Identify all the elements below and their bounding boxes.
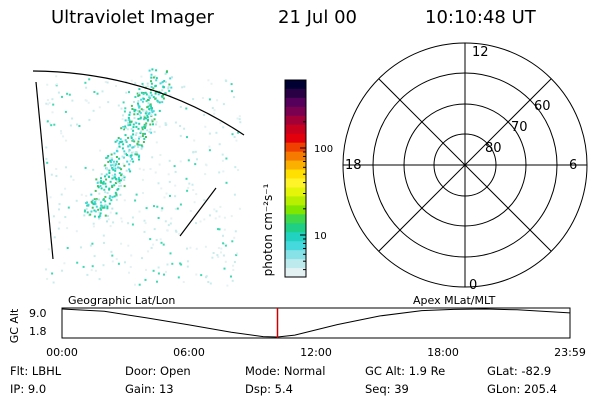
color-bar-segment	[285, 133, 306, 144]
mlt-label-6: 6	[569, 158, 577, 173]
lat-label-80: 80	[485, 141, 502, 156]
door-info: Door: Open	[125, 364, 191, 378]
color-bar: 100 10 photon cm⁻²s⁻¹	[261, 79, 333, 278]
date-label: 21 Jul 00	[278, 7, 357, 28]
time-label: 10:10:48 UT	[425, 7, 536, 28]
mode-info: Mode: Normal	[245, 364, 326, 378]
orbit-timeline: GC Alt 9.0 1.8 00:00 06:00 12:00 18:00 2…	[8, 307, 586, 359]
image-track-line	[179, 187, 217, 237]
seq-info: Seq: 39	[365, 382, 409, 396]
mlt-diagonal-2	[378, 78, 552, 252]
glat-info: GLat: -82.9	[487, 364, 552, 378]
glon-info: GLon: 205.4	[487, 382, 557, 396]
filter-info: Flt: LBHL	[10, 364, 62, 378]
timeline-frame	[61, 307, 571, 339]
ip-info: IP: 9.0	[10, 382, 47, 396]
color-bar-tick-label: 10	[314, 231, 327, 242]
altitude-curve	[61, 308, 570, 338]
color-bar-segment	[285, 80, 306, 90]
lat-label-60: 60	[534, 99, 551, 114]
color-bar-segment	[285, 88, 306, 99]
color-bar-segment	[285, 196, 306, 206]
xtick-2359: 23:59	[554, 346, 586, 359]
color-bar-segment	[285, 232, 306, 242]
mlt-label-18: 18	[345, 158, 362, 173]
color-bar-segment	[285, 223, 306, 233]
ytick-9: 9.0	[29, 307, 47, 320]
color-bar-segment	[285, 268, 306, 278]
lat-label-70: 70	[511, 120, 528, 135]
image-boundary-left	[35, 81, 54, 260]
color-bar-gradient	[285, 80, 306, 278]
timeline-left-title: Geographic Lat/Lon	[68, 294, 176, 307]
color-bar-segment	[285, 160, 306, 171]
color-bar-segment	[285, 142, 306, 153]
xtick-0000: 00:00	[46, 346, 78, 359]
timeline-ylabel: GC Alt	[8, 308, 21, 343]
gc-alt-info: GC Alt: 1.9 Re	[365, 364, 446, 378]
color-bar-segment	[285, 169, 306, 180]
gain-info: Gain: 13	[125, 382, 174, 396]
instrument-title: Ultraviolet Imager	[51, 7, 214, 28]
color-bar-label: photon cm⁻²s⁻¹	[261, 183, 275, 276]
xtick-0600: 06:00	[173, 346, 205, 359]
color-bar-segment	[285, 241, 306, 251]
ytick-1-8: 1.8	[29, 325, 47, 338]
dsp-info: Dsp: 5.4	[245, 382, 293, 396]
color-bar-segment	[285, 214, 306, 224]
color-bar-segment	[285, 151, 306, 162]
timeline-right-title: Apex MLat/MLT	[413, 294, 496, 307]
color-bar-segment	[285, 259, 306, 269]
color-bar-segment	[285, 106, 306, 117]
xtick-1800: 18:00	[427, 346, 459, 359]
mlt-label-0: 0	[469, 278, 477, 293]
xtick-1200: 12:00	[300, 346, 332, 359]
polar-plot: 12 6 0 18 60 70 80	[342, 42, 588, 293]
uv-image-panel	[32, 68, 245, 287]
color-bar-segment	[285, 97, 306, 108]
auroral-emission-speckles	[45, 68, 242, 287]
color-bar-tick-label: 100	[314, 144, 333, 155]
color-bar-segment	[285, 205, 306, 215]
color-bar-segment	[285, 187, 306, 197]
mlt-label-12: 12	[472, 45, 489, 60]
color-bar-segment	[285, 250, 306, 260]
color-bar-segment	[285, 124, 306, 135]
color-bar-segment	[285, 115, 306, 126]
image-boundary-arc	[32, 70, 245, 136]
color-bar-segment	[285, 178, 306, 189]
